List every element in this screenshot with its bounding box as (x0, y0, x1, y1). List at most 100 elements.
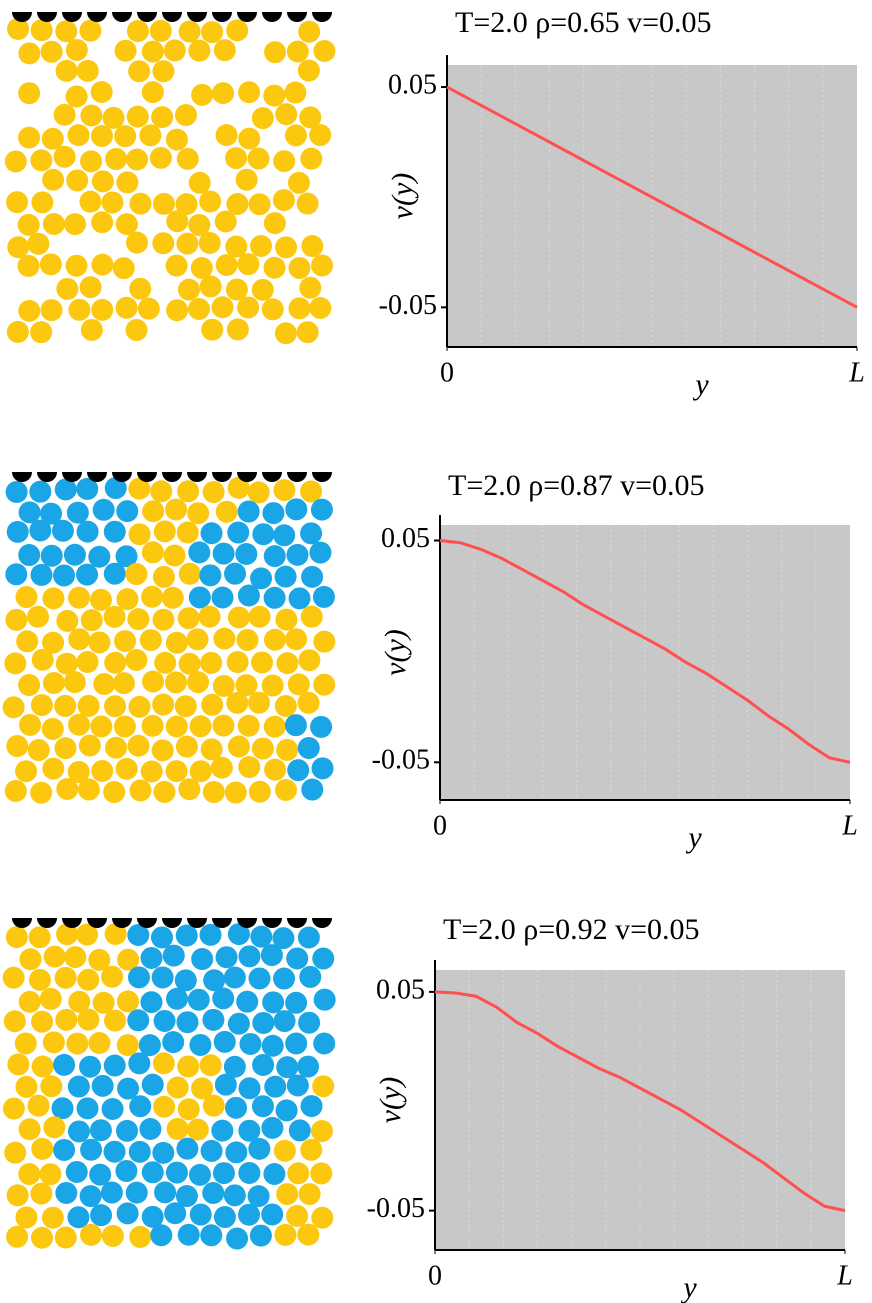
particle (200, 1224, 223, 1247)
particle (312, 947, 335, 970)
particle (76, 520, 99, 543)
particle (7, 17, 30, 40)
particle (18, 82, 41, 105)
wall-mask (8, 0, 334, 12)
particle (103, 605, 126, 628)
particle (178, 20, 201, 43)
particle (30, 781, 53, 804)
particle (199, 275, 222, 298)
y-tick-label: -0.05 (372, 745, 430, 776)
particle (298, 1183, 321, 1206)
particle (275, 103, 298, 126)
particle (299, 276, 322, 299)
particle (90, 715, 113, 738)
particle (80, 104, 103, 127)
particle (142, 500, 165, 523)
particle (55, 20, 78, 43)
particle (18, 1118, 41, 1141)
particle (125, 319, 148, 342)
particle (261, 1116, 284, 1139)
particle (238, 1161, 261, 1184)
particle (141, 585, 164, 608)
particle (127, 924, 150, 947)
particle (4, 1141, 27, 1164)
snapshot (2, 906, 336, 1250)
particle (301, 565, 324, 588)
y-axis-label: v(y) (379, 629, 412, 676)
particle (166, 1117, 189, 1140)
particle (27, 605, 50, 628)
particle (90, 125, 113, 148)
particle (77, 968, 100, 991)
x-axis-label: y (685, 821, 702, 854)
particle (296, 192, 319, 215)
particle (116, 1119, 139, 1142)
particle (67, 1120, 90, 1143)
particle (100, 1181, 123, 1204)
particle (63, 213, 86, 236)
particle (297, 691, 320, 714)
particle (213, 627, 236, 650)
particle (273, 150, 296, 173)
particle (42, 672, 65, 695)
particle (152, 192, 175, 215)
particle (164, 1202, 187, 1225)
particle (237, 296, 260, 319)
particle (88, 631, 111, 654)
particle (127, 1009, 150, 1032)
particle (274, 1223, 297, 1246)
velocity-line (434, 990, 846, 1213)
particle (101, 1224, 124, 1247)
particle (154, 651, 177, 674)
particle (310, 1120, 333, 1143)
velocity-line (446, 85, 858, 309)
particle (300, 1138, 323, 1161)
particle (3, 1010, 26, 1033)
particle (309, 541, 332, 564)
particle (18, 299, 41, 322)
particle (77, 694, 100, 717)
particle (68, 586, 91, 609)
particle (264, 41, 287, 64)
particle (301, 778, 324, 801)
particle (68, 990, 91, 1013)
particle (237, 714, 260, 737)
particle (76, 59, 99, 82)
particle (127, 608, 150, 631)
particle (239, 1032, 262, 1055)
particle (191, 948, 214, 971)
particle (263, 586, 286, 609)
particle (14, 1032, 37, 1055)
particle (215, 124, 238, 147)
particle (149, 146, 172, 169)
particle (103, 520, 126, 543)
particle (53, 145, 76, 168)
particle (141, 1161, 164, 1184)
particle (251, 651, 274, 674)
particle (104, 1009, 127, 1032)
particle (212, 1162, 235, 1185)
particle (174, 695, 197, 718)
particle (30, 694, 53, 717)
particle (6, 735, 29, 758)
particle (54, 1226, 77, 1249)
particle (298, 1011, 321, 1034)
particle (7, 1053, 30, 1076)
particle (105, 736, 128, 759)
particle (76, 651, 99, 674)
particle (152, 693, 175, 716)
particle (125, 231, 148, 254)
particle (116, 1202, 139, 1225)
particle (152, 60, 175, 83)
particle (165, 498, 188, 521)
particle (68, 713, 91, 736)
particle (202, 781, 225, 804)
particle (188, 213, 211, 236)
particle (88, 1032, 111, 1055)
particle (115, 296, 138, 319)
particle (276, 1183, 299, 1206)
particle (275, 1099, 298, 1122)
particle (189, 1203, 212, 1226)
particle (248, 1137, 271, 1160)
particle (129, 277, 152, 300)
